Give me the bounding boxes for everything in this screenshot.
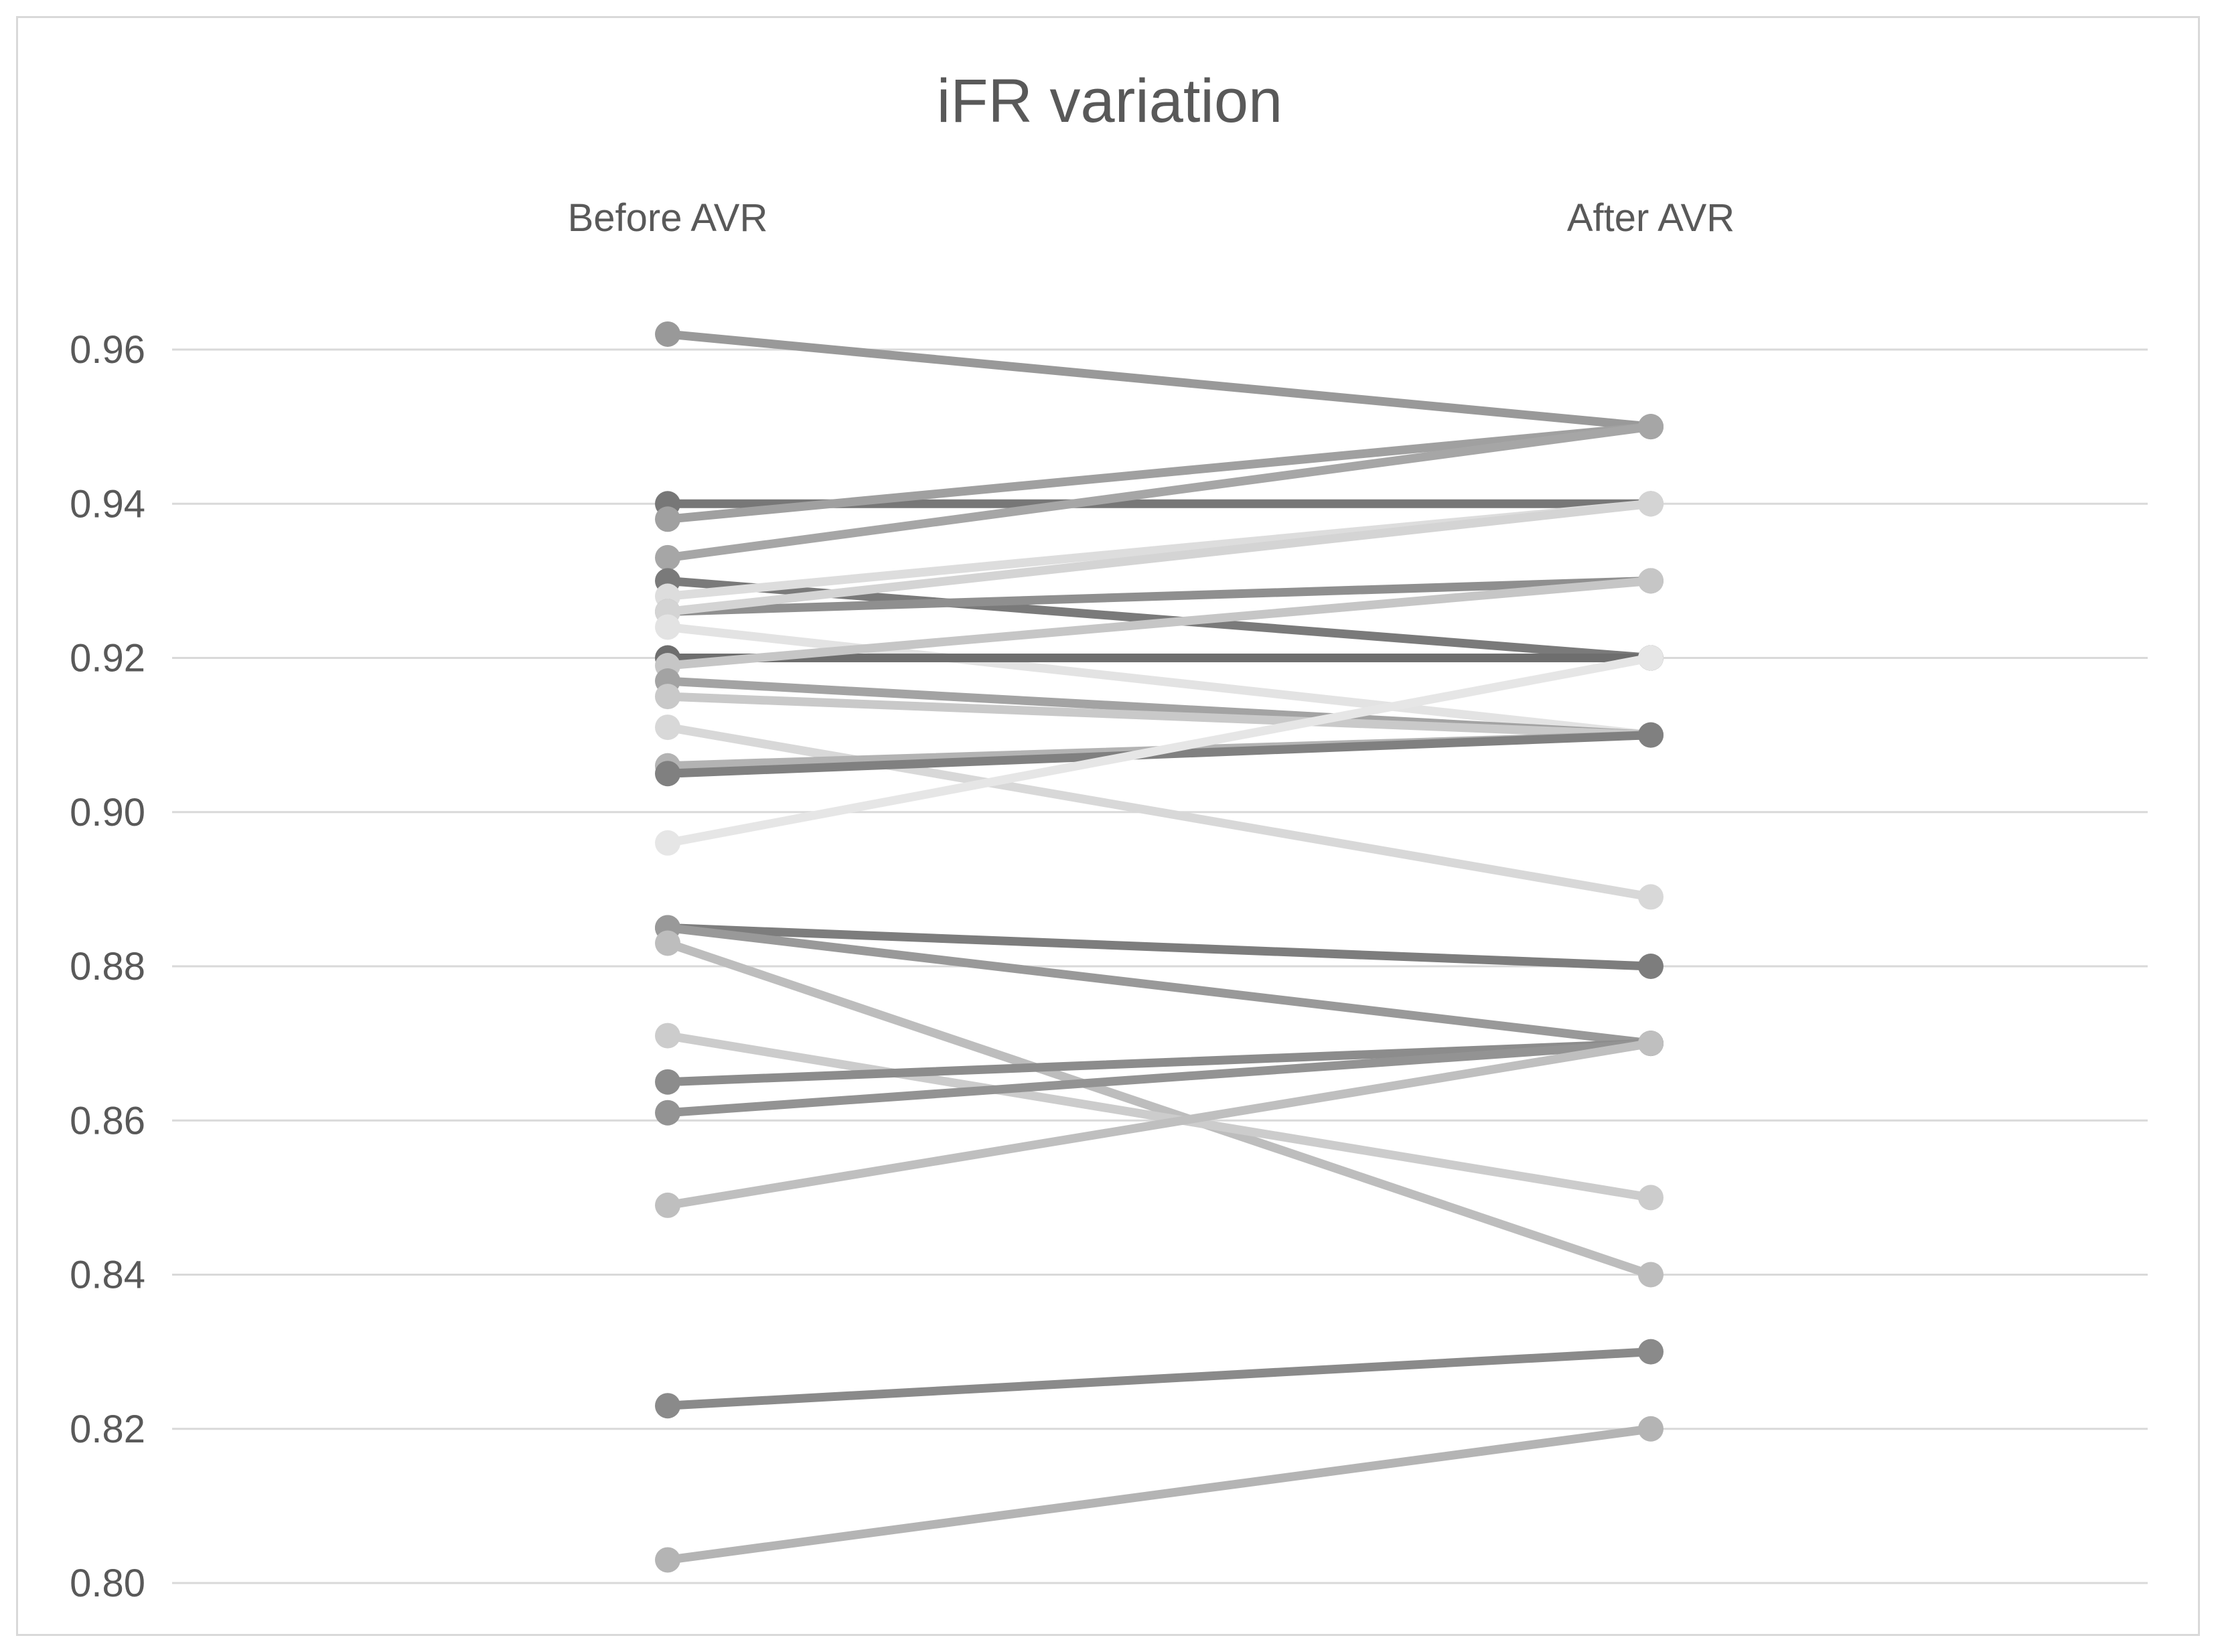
data-point — [1638, 722, 1664, 748]
data-point — [655, 544, 680, 571]
data-point — [655, 1547, 680, 1573]
series-line — [663, 1031, 1655, 1202]
series-line — [663, 923, 1655, 971]
series-line — [663, 576, 1655, 670]
data-point — [1638, 568, 1664, 594]
series-line — [663, 422, 1655, 524]
series — [655, 1023, 1664, 1211]
y-tick-label: 0.82 — [70, 1408, 145, 1451]
series-line — [663, 938, 1655, 1279]
y-tick-label: 0.96 — [70, 328, 145, 372]
data-point — [655, 1192, 680, 1218]
series-line — [663, 1347, 1655, 1410]
series-line — [663, 622, 1655, 740]
data-point — [655, 684, 680, 710]
series — [655, 1339, 1664, 1419]
data-point — [1638, 884, 1664, 910]
series-line — [663, 923, 1655, 1048]
series-line — [663, 1039, 1655, 1118]
series — [655, 1031, 1664, 1218]
category-label: Before AVR — [568, 196, 768, 240]
series — [655, 414, 1664, 571]
data-point — [655, 1023, 680, 1049]
series-line — [663, 692, 1655, 740]
series — [655, 645, 1664, 856]
series-line — [663, 422, 1655, 562]
series — [655, 321, 1664, 440]
series-line — [663, 576, 1655, 616]
data-point — [655, 1069, 680, 1095]
y-tick-label: 0.94 — [70, 482, 145, 526]
chart-title: iFR variation — [937, 67, 1282, 135]
data-point — [655, 715, 680, 741]
series-line — [663, 1424, 1655, 1564]
y-tick-label: 0.90 — [70, 791, 145, 834]
y-tick-label: 0.92 — [70, 637, 145, 680]
series-lines — [655, 321, 1664, 1573]
y-axis-tick-labels: 0.96 0.94 0.92 0.90 0.88 0.86 0.84 0.82 0.80 — [70, 328, 145, 1605]
data-point — [655, 321, 680, 347]
data-point — [655, 506, 680, 532]
category-labels: Before AVR After AVR — [568, 196, 1735, 240]
series-line — [663, 1039, 1655, 1210]
data-point — [1638, 954, 1664, 979]
data-point — [1638, 645, 1664, 671]
chart-frame: iFR variation 0.96 0.94 0.92 0.90 0.88 0.86 0.… — [16, 16, 2200, 1636]
data-point — [1638, 1185, 1664, 1211]
data-point — [1638, 1031, 1664, 1057]
series-line — [663, 329, 1655, 431]
series — [655, 930, 1664, 1288]
data-point — [1638, 414, 1664, 440]
series-line — [663, 499, 1655, 616]
series-line — [663, 723, 1655, 901]
y-tick-label: 0.88 — [70, 945, 145, 988]
series-line — [663, 1039, 1655, 1087]
y-tick-label: 0.80 — [70, 1562, 145, 1605]
data-point — [655, 1100, 680, 1126]
gridlines — [172, 348, 2148, 1584]
y-tick-label: 0.84 — [70, 1254, 145, 1297]
data-point — [655, 930, 680, 956]
data-point — [655, 761, 680, 787]
data-point — [655, 614, 680, 640]
series-line — [663, 654, 1655, 848]
data-point — [1638, 1262, 1664, 1288]
data-point — [655, 1393, 680, 1419]
series — [655, 1416, 1664, 1573]
data-point — [1638, 491, 1664, 517]
y-tick-label: 0.86 — [70, 1099, 145, 1142]
series — [655, 715, 1664, 910]
data-point — [1638, 1339, 1664, 1365]
data-point — [655, 830, 680, 856]
data-point — [1638, 1416, 1664, 1442]
chart-svg: iFR variation 0.960.940.920.900.880.860.… — [70, 67, 2148, 1605]
category-label: After AVR — [1567, 196, 1734, 240]
